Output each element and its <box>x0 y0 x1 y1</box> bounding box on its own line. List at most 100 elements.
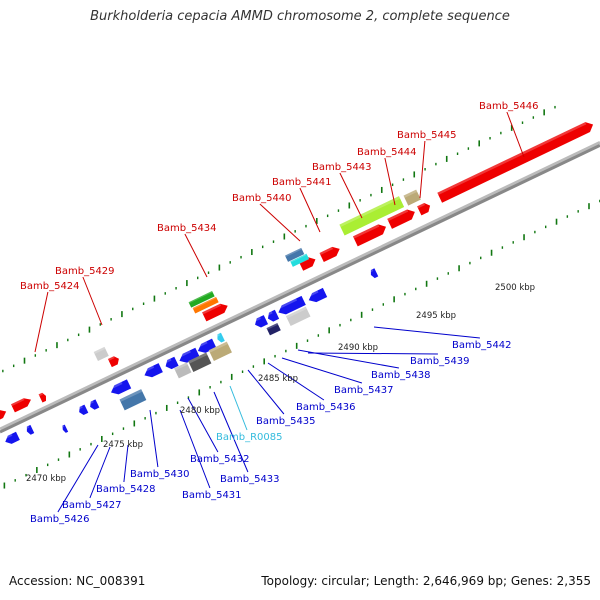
forward-gene-label: Bamb_5444 <box>357 147 417 158</box>
forward-gene <box>339 196 405 236</box>
label-leader <box>339 172 363 219</box>
forward-gene <box>192 296 219 314</box>
reverse-gene-label: Bamb_5436 <box>296 402 356 413</box>
reverse-gene <box>188 352 212 372</box>
reverse-gene <box>252 315 269 328</box>
forward-gene-label: Bamb_5445 <box>397 130 457 141</box>
forward-gene-label: Bamb_5440 <box>232 193 292 204</box>
forward-gene <box>290 253 310 267</box>
scale-label: 2495 kbp <box>416 311 456 321</box>
forward-gene <box>403 189 421 206</box>
forward-gene <box>0 409 7 423</box>
reverse-gene <box>108 379 132 395</box>
gene-labels: Bamb_5424 Bamb_5429 Bamb_5434 Bamb_5440 Bamb… <box>20 101 539 525</box>
label-leader <box>281 357 363 384</box>
scale-label: 2490 kbp <box>338 343 378 353</box>
forward-gene <box>319 246 340 262</box>
forward-gene-label: Bamb_5434 <box>157 223 217 234</box>
scale-label: 2475 kbp <box>103 440 143 450</box>
scale-ticks <box>2 105 600 489</box>
label-leader <box>184 233 208 278</box>
reverse-gene <box>3 431 20 444</box>
reverse-gene <box>61 424 69 433</box>
label-leader <box>187 397 219 453</box>
label-leader <box>373 326 480 339</box>
reverse-gene <box>266 322 281 336</box>
label-leader <box>299 187 321 233</box>
accession-text: Accession: NC_008391 <box>9 574 146 588</box>
label-leader <box>82 276 103 326</box>
label-leader <box>384 157 396 206</box>
forward-gene <box>202 303 228 322</box>
reverse-gene <box>142 363 163 378</box>
reverse-gene <box>88 399 100 410</box>
label-leader-lines <box>34 111 525 513</box>
forward-gene-label: Bamb_5443 <box>312 162 372 173</box>
reverse-gene <box>119 389 147 411</box>
label-leader <box>89 446 111 499</box>
forward-gene <box>285 247 305 262</box>
reverse-gene-label: Bamb_5438 <box>371 370 431 381</box>
reverse-gene-label: Bamb_5437 <box>334 385 394 396</box>
reverse-gene-label: Bamb_5431 <box>182 490 242 501</box>
scale-label: 2480 kbp <box>180 406 220 416</box>
scale-label: 2500 kbp <box>495 283 535 293</box>
forward-gene <box>437 122 594 203</box>
topology-summary: Topology: circular; Length: 2,646,969 bp… <box>261 574 591 588</box>
label-leader <box>149 409 159 468</box>
forward-gene <box>352 224 387 247</box>
reverse-gene-label: Bamb_5430 <box>130 469 190 480</box>
reverse-gene-label: Bamb_5439 <box>410 356 470 367</box>
reverse-gene <box>174 362 192 379</box>
scale-label: 2485 kbp <box>258 374 298 384</box>
reverse-gene <box>276 295 306 315</box>
label-leader <box>267 362 325 401</box>
forward-gene <box>11 398 31 413</box>
label-leader <box>419 140 426 199</box>
reverse-gene <box>368 268 379 279</box>
forward-gene <box>188 290 215 308</box>
forward-gene-label: Bamb_5424 <box>20 281 80 292</box>
label-leader <box>57 444 99 513</box>
map-title: Burkholderia cepacia AMMD chromosome 2, … <box>90 9 510 24</box>
label-leader <box>34 291 49 353</box>
reverse-gene <box>77 404 89 415</box>
scale-label: 2470 kbp <box>26 474 66 484</box>
forward-gene <box>417 202 431 216</box>
reverse-gene-label: Bamb_5442 <box>452 340 512 351</box>
forward-gene <box>93 346 109 362</box>
reverse-gene <box>208 341 232 362</box>
reverse-gene <box>285 306 311 327</box>
label-leader <box>123 444 129 483</box>
label-leader <box>213 391 249 473</box>
reverse-gene <box>265 309 280 322</box>
reverse-gene <box>163 356 179 370</box>
forward-gene <box>387 209 415 229</box>
reverse-gene <box>24 424 35 435</box>
reverse-gene-label: Bamb_5426 <box>30 514 90 525</box>
reverse-gene <box>215 332 225 343</box>
backbone-line <box>0 143 600 434</box>
reverse-gene-label: Bamb_5427 <box>62 500 122 511</box>
forward-gene-label: Bamb_5441 <box>272 177 332 188</box>
scale-labels: 2470 kbp 2475 kbp 2480 kbp 2485 kbp 2490 kbp… <box>26 283 535 484</box>
label-leader <box>259 203 301 242</box>
genes <box>0 122 594 444</box>
forward-gene-label: Bamb_5429 <box>55 266 115 277</box>
label-leader <box>179 409 211 489</box>
label-leader <box>247 369 285 415</box>
forward-gene <box>107 356 119 368</box>
backbone-highlight <box>0 140 600 431</box>
reverse-gene-label: Bamb_5433 <box>220 474 280 485</box>
forward-gene <box>38 392 47 403</box>
chromosome-backbone <box>0 140 600 434</box>
label-leader <box>229 385 248 431</box>
reverse-gene-label: Bamb_5432 <box>190 454 250 465</box>
reverse-gene <box>306 287 328 303</box>
label-leader <box>307 352 438 355</box>
reverse-gene-label: Bamb_R0085 <box>216 432 282 443</box>
reverse-gene-label: Bamb_5428 <box>96 484 156 495</box>
label-leader <box>506 111 525 158</box>
forward-gene-label: Bamb_5446 <box>479 101 539 112</box>
